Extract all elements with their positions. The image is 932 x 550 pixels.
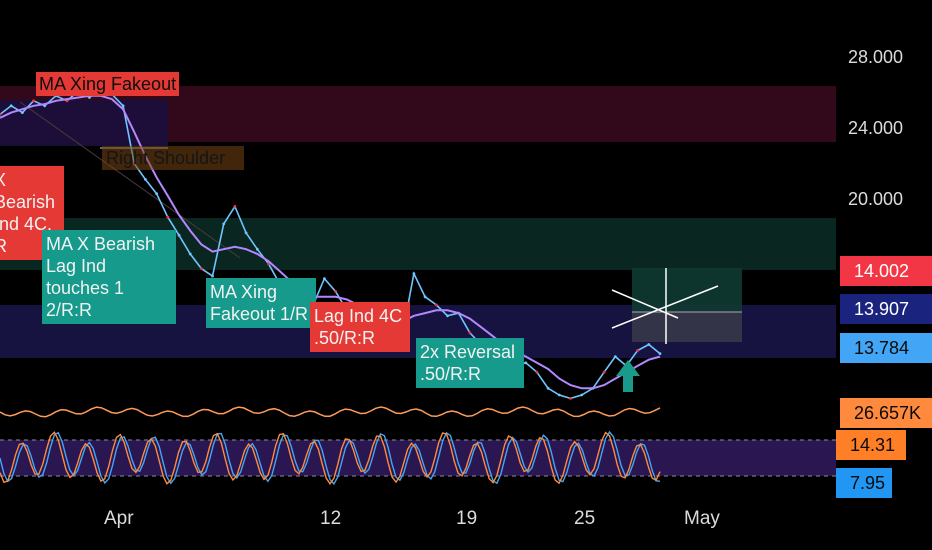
price-point [613,355,617,358]
price-point [255,247,259,251]
up-arrow-icon [616,360,640,392]
price-point [200,267,203,270]
price-point [233,205,237,208]
volume-line [0,406,661,418]
long-position-stop [632,312,742,342]
price-point [9,104,13,108]
volume-layer [0,406,661,418]
price-point [32,99,35,103]
oscillator-band [0,440,836,476]
price-point [446,314,449,318]
price-tick-24: 24.000 [848,118,904,138]
oscillator-badge-d: 14.31 [836,430,906,460]
oscillator-d-line [0,431,661,486]
annotation-ma-xing-fakeout-2: MA Xing Fakeout 1/R [206,278,316,328]
price-badge-high: 14.002 [840,256,932,286]
oscillator-layer [0,430,661,486]
long-position-target [632,268,742,312]
price-point [569,397,572,400]
oscillator-badge-k: 7.95 [836,468,892,498]
price-point [0,113,2,116]
price-point [468,331,472,335]
volume-badge: 26.657K [840,398,932,428]
price-point [412,272,416,275]
annotation-right-shoulder: Right Shoulder [102,146,244,170]
annotation-ma-x-bearish: MA X Bearish Lag Ind touches 1 2/R:R [42,230,176,324]
price-point [535,370,539,374]
price-tick-20: 20.000 [848,189,904,209]
price-point [524,361,528,365]
price-point [580,393,584,397]
price-point [144,178,147,181]
price-point [323,277,326,280]
annotation-2x-reversal: 2x Reversal .50/R:R [416,338,524,388]
price-point [155,192,159,196]
time-label-may: May [684,508,720,529]
shoulder-zone [0,100,168,146]
price-point [546,386,550,390]
price-point [21,111,24,114]
wedge-line-upper [611,289,679,319]
time-label-25: 25 [574,508,596,529]
price-point [188,252,192,256]
price-point [636,349,639,352]
price-point [334,290,337,293]
time-label-19: 19 [456,508,478,529]
annotation-ma-xing-fakeout: MA Xing Fakeout [36,72,180,96]
price-point [211,274,214,278]
price-point [244,231,248,235]
price-tick-28: 28.000 [848,47,904,67]
price-point [166,215,170,219]
price-point [557,393,561,397]
wedge-line-lower [611,285,719,329]
price-point [658,352,662,355]
price-point [423,295,427,299]
price-point [121,104,125,108]
time-label-12: 12 [320,508,342,529]
price-point [177,233,181,237]
price-badge-last: 13.907 [840,294,932,324]
price-point [434,303,438,307]
price-point [602,370,606,374]
price-point [647,343,651,346]
moving-average-line [0,94,661,390]
price-badge-ma: 13.784 [840,333,932,363]
price-point [222,222,226,226]
diagonal-trendline [19,101,241,259]
annotation-lag-ind: Lag Ind 4C .50/R:R [310,302,410,352]
time-label-apr: Apr [104,508,134,529]
oscillator-k-line [0,430,661,486]
